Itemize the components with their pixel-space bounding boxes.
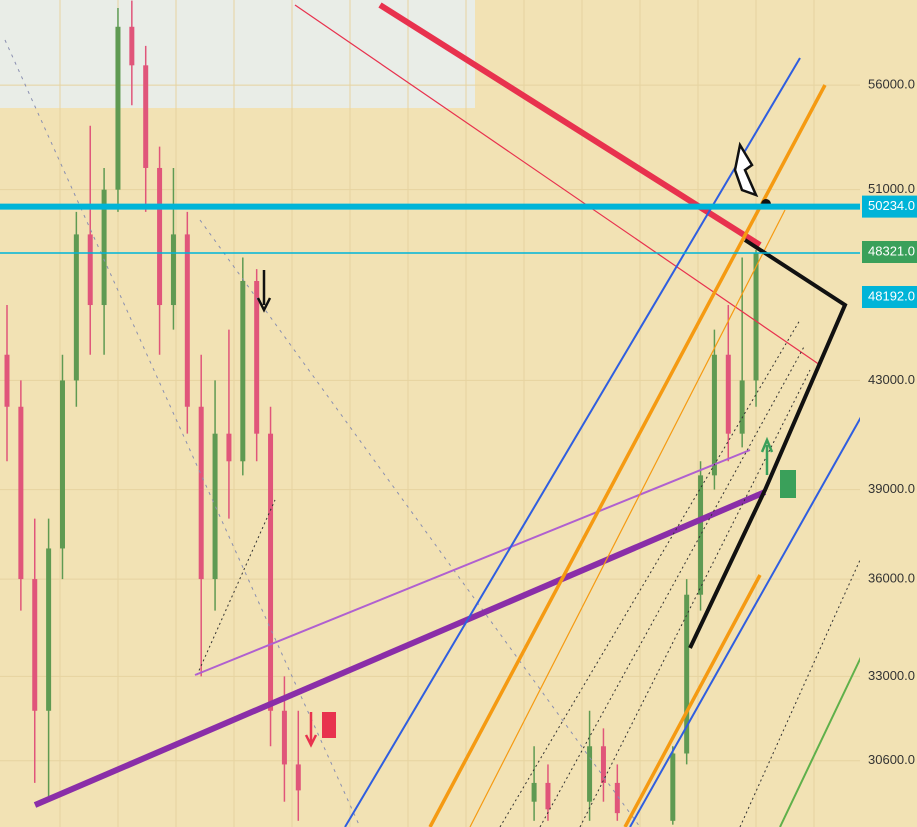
- candle-body: [670, 753, 676, 821]
- price-tag: [862, 195, 917, 218]
- candle-body: [711, 354, 717, 476]
- candle-body: [254, 280, 260, 434]
- y-axis: 56000.0 51000.0 43000.0 39000.0 36000.0 33000…: [862, 77, 917, 767]
- support-line: [194, 449, 751, 676]
- candle-body: [295, 764, 301, 791]
- dotted-trend: [199, 219, 641, 827]
- thumbs-up: [780, 470, 796, 498]
- candle-body: [73, 234, 79, 381]
- candle-body: [268, 433, 274, 711]
- candle-body: [753, 252, 759, 381]
- price-tag: [862, 241, 917, 264]
- candle-body: [198, 406, 204, 580]
- arrow-down: [304, 712, 318, 748]
- y-tick-label: 56000.0: [868, 77, 915, 92]
- resistance-line: [294, 4, 821, 366]
- candle-body: [725, 354, 731, 434]
- dotted-trend: [579, 369, 811, 827]
- y-tick-label: 39000.0: [868, 481, 915, 496]
- candle-body: [739, 380, 745, 434]
- price-tag-label: 50234.0: [868, 198, 915, 213]
- axis-background: [860, 0, 917, 827]
- channel-line: [344, 57, 801, 827]
- price-tag: [862, 285, 917, 308]
- channel-line: [779, 654, 863, 827]
- channel-line: [623, 574, 762, 827]
- candle-body: [143, 65, 149, 168]
- candle-body: [101, 189, 107, 306]
- candle-body: [46, 548, 52, 711]
- support-line: [33, 489, 767, 808]
- candle-body: [531, 782, 537, 802]
- overlay-panel: [0, 0, 475, 108]
- candle-body: [115, 26, 121, 190]
- y-tick-label: 43000.0: [868, 372, 915, 387]
- candle-body: [240, 280, 246, 462]
- candle-body: [59, 380, 65, 549]
- wedge-outline: [688, 238, 848, 649]
- annotation-icon: [733, 141, 759, 198]
- candle-body: [32, 579, 38, 711]
- candles: [4, 0, 759, 825]
- dotted-trend: [539, 344, 806, 827]
- candle-body: [18, 406, 24, 580]
- y-tick-label: 33000.0: [868, 668, 915, 683]
- channel-line: [469, 209, 786, 827]
- candle-body: [170, 234, 176, 306]
- candle-body: [129, 26, 135, 66]
- dotted-trend: [499, 319, 801, 827]
- channel-line: [629, 409, 866, 827]
- price-tag-label: 48192.0: [868, 288, 915, 303]
- candle-body: [545, 782, 551, 810]
- candle-body: [184, 234, 190, 407]
- candle-body: [587, 746, 593, 802]
- thumbs-down: [322, 712, 336, 738]
- candle-body: [87, 234, 93, 306]
- candle-body: [157, 167, 163, 306]
- candle-body: [698, 475, 704, 595]
- arrow-up: [760, 436, 774, 475]
- dotted-trend: [196, 499, 276, 676]
- vertical-grid: [0, 0, 860, 827]
- price-lines: [0, 203, 860, 254]
- y-tick-label: 30600.0: [868, 752, 915, 767]
- y-tick-label: 51000.0: [868, 181, 915, 196]
- dotted-trend: [739, 559, 861, 827]
- plot-background: [0, 0, 860, 827]
- candle-body: [614, 782, 620, 814]
- candle-body: [226, 433, 232, 462]
- arrow-down: [256, 270, 272, 313]
- candle-body: [4, 354, 10, 407]
- candle-body: [212, 433, 218, 580]
- candle-body: [281, 710, 287, 765]
- candle-body: [684, 594, 690, 754]
- price-tag-label: 48321.0: [868, 243, 915, 258]
- y-tick-label: 36000.0: [868, 571, 915, 586]
- candle-body: [600, 746, 606, 783]
